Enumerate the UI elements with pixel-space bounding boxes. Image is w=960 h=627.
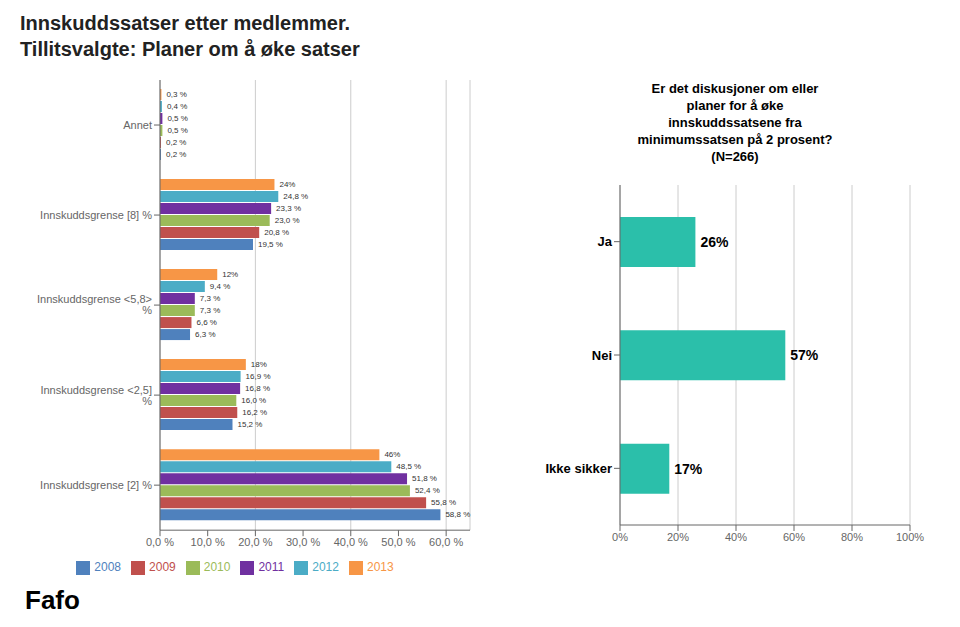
svg-text:16,0 %: 16,0 % bbox=[241, 396, 266, 405]
svg-text:52,4 %: 52,4 % bbox=[415, 486, 440, 495]
svg-text:6,6 %: 6,6 % bbox=[196, 318, 216, 327]
svg-text:Innskuddsgrense [8] %: Innskuddsgrense [8] % bbox=[40, 209, 152, 221]
svg-text:10,0 %: 10,0 % bbox=[191, 536, 225, 548]
svg-text:17%: 17% bbox=[674, 461, 703, 477]
svg-text:0,2 %: 0,2 % bbox=[166, 150, 186, 159]
svg-text:24%: 24% bbox=[279, 180, 295, 189]
svg-text:18%: 18% bbox=[251, 360, 267, 369]
svg-text:Innskuddsgrense [2] %: Innskuddsgrense [2] % bbox=[40, 479, 152, 491]
svg-text:20,0 %: 20,0 % bbox=[238, 536, 272, 548]
svg-text:46%: 46% bbox=[384, 450, 400, 459]
svg-text:58,8 %: 58,8 % bbox=[445, 510, 470, 519]
svg-text:23,0 %: 23,0 % bbox=[275, 216, 300, 225]
svg-text:55,8 %: 55,8 % bbox=[431, 498, 456, 507]
svg-text:0,5 %: 0,5 % bbox=[167, 114, 187, 123]
svg-text:23,3 %: 23,3 % bbox=[276, 204, 301, 213]
svg-text:0,0 %: 0,0 % bbox=[146, 536, 174, 548]
svg-text:Annet: Annet bbox=[123, 119, 152, 131]
svg-text:12%: 12% bbox=[222, 270, 238, 279]
svg-text:60,0 %: 60,0 % bbox=[429, 536, 463, 548]
svg-text:60%: 60% bbox=[783, 531, 805, 543]
svg-text:0,2 %: 0,2 % bbox=[166, 138, 186, 147]
svg-text:16,9 %: 16,9 % bbox=[246, 372, 271, 381]
svg-text:40,0 %: 40,0 % bbox=[334, 536, 368, 548]
html-text:2013: 2013 bbox=[367, 560, 394, 575]
svg-text:24,8 %: 24,8 % bbox=[283, 192, 308, 201]
svg-text:30,0 %: 30,0 % bbox=[286, 536, 320, 548]
svg-text:40%: 40% bbox=[725, 531, 747, 543]
svg-text:7,3 %: 7,3 % bbox=[200, 306, 220, 315]
html-text:Innskuddssatser etter medlemme: Innskuddssatser etter medlemmer. bbox=[20, 12, 351, 34]
svg-text:Innskuddsgrense <5,8>%: Innskuddsgrense <5,8>% bbox=[37, 293, 152, 316]
svg-text:20%: 20% bbox=[667, 531, 689, 543]
svg-text:50,0 %: 50,0 % bbox=[381, 536, 415, 548]
svg-text:Ikke sikker: Ikke sikker bbox=[545, 461, 612, 476]
svg-text:100%: 100% bbox=[896, 531, 924, 543]
svg-text:7,3 %: 7,3 % bbox=[200, 294, 220, 303]
html-text:2011: 2011 bbox=[258, 560, 285, 575]
svg-text:26%: 26% bbox=[700, 234, 729, 250]
html-text:2010: 2010 bbox=[203, 560, 231, 575]
svg-text:Innskuddsgrense <2,5]%: Innskuddsgrense <2,5]% bbox=[40, 384, 152, 407]
svg-text:0,4 %: 0,4 % bbox=[167, 102, 187, 111]
svg-text:57%: 57% bbox=[790, 347, 819, 363]
svg-text:19,5 %: 19,5 % bbox=[258, 240, 283, 249]
svg-text:Nei: Nei bbox=[592, 348, 612, 363]
html-text:Tillitsvalgte: Planer om å øke: Tillitsvalgte: Planer om å øke satser bbox=[20, 38, 360, 60]
svg-text:0%: 0% bbox=[612, 531, 628, 543]
svg-text:0,3 %: 0,3 % bbox=[166, 90, 186, 99]
html-text:2012: 2012 bbox=[312, 560, 339, 575]
svg-text:0,5 %: 0,5 % bbox=[167, 126, 187, 135]
svg-text:48,5 %: 48,5 % bbox=[396, 462, 421, 471]
html-text:2008: 2008 bbox=[94, 560, 121, 575]
svg-text:6,3 %: 6,3 % bbox=[195, 330, 215, 339]
svg-text:Ja: Ja bbox=[598, 234, 613, 249]
html-text:Er det diskusjoner om eller pl: Er det diskusjoner om eller planer for å… bbox=[637, 81, 833, 164]
svg-text:80%: 80% bbox=[841, 531, 863, 543]
svg-text:20,8 %: 20,8 % bbox=[264, 228, 289, 237]
html-text:Fafo: Fafo bbox=[25, 585, 80, 615]
svg-text:16,2 %: 16,2 % bbox=[242, 408, 267, 417]
svg-text:9,4 %: 9,4 % bbox=[210, 282, 230, 291]
svg-text:51,8 %: 51,8 % bbox=[412, 474, 437, 483]
svg-text:15,2 %: 15,2 % bbox=[237, 420, 262, 429]
svg-text:16,8 %: 16,8 % bbox=[245, 384, 270, 393]
html-text:2009: 2009 bbox=[149, 560, 176, 575]
